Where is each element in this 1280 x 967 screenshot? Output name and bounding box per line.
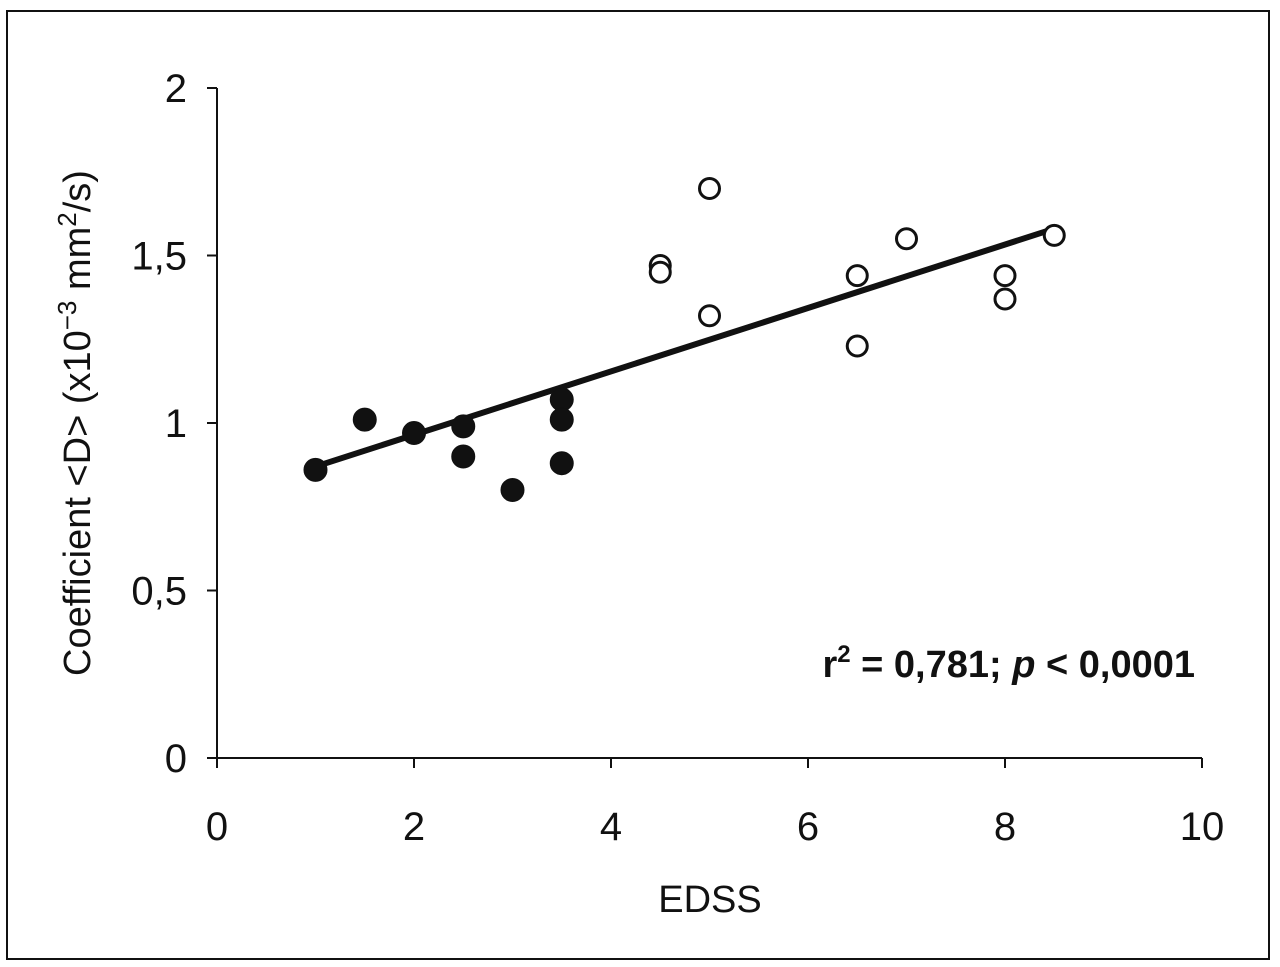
annotation-p: p (1011, 644, 1035, 686)
annotation-r: r (822, 644, 837, 686)
x-tick-label: 6 (797, 805, 819, 849)
open-data-point (845, 334, 869, 358)
x-tick-label: 2 (403, 805, 425, 849)
y-axis-title: Coefficient <D> (x10−3 mm2/s) (52, 170, 99, 676)
filled-data-point (451, 444, 476, 469)
y-axis-title-exp2: 2 (52, 212, 82, 226)
open-data-point (1042, 223, 1066, 247)
y-tick-label: 0 (165, 737, 187, 781)
open-data-point (845, 264, 869, 288)
x-tick-label: 0 (206, 805, 228, 849)
x-axis-title: EDSS (658, 879, 761, 921)
open-data-point (895, 227, 918, 251)
annotation-p-value: < 0,0001 (1035, 644, 1195, 686)
regression-line (312, 225, 1058, 470)
y-tick-label: 1,5 (131, 235, 187, 279)
annotation-r-exp: 2 (837, 641, 850, 668)
x-tick-label: 8 (994, 805, 1016, 849)
open-data-point (993, 287, 1017, 311)
data-points (303, 177, 1066, 502)
y-tick-label: 0,5 (131, 570, 187, 614)
open-data-point (698, 177, 721, 200)
y-tick-label: 2 (165, 67, 187, 111)
chart-frame (6, 10, 1270, 960)
regression-annotation: r2 = 0,781; p < 0,0001 (822, 641, 1195, 686)
y-axis-title-exp1: −3 (52, 301, 82, 331)
annotation-stat: = 0,781; (851, 644, 1013, 686)
filled-data-point (549, 407, 574, 432)
open-data-point (993, 264, 1017, 288)
y-axis-title-middle: mm (57, 227, 99, 301)
y-axis-title-suffix: /s) (57, 170, 99, 212)
x-tick-label: 4 (600, 805, 622, 849)
open-data-point (648, 260, 672, 284)
ticks: 0 2 4 6 8 10 0 0,5 1 1,5 2 (131, 67, 1224, 849)
filled-data-point (402, 421, 426, 446)
filled-data-point (549, 387, 574, 412)
filled-data-point (500, 478, 525, 502)
filled-data-point (549, 451, 574, 476)
filled-data-point (352, 407, 377, 432)
y-tick-label: 1 (165, 402, 187, 446)
y-axis-title-prefix: Coefficient <D> (x10 (57, 330, 99, 676)
trendline-group (312, 225, 1058, 470)
open-data-point (698, 304, 721, 328)
x-tick-label: 10 (1180, 805, 1225, 849)
filled-data-point (303, 457, 328, 482)
filled-data-point (451, 414, 476, 439)
